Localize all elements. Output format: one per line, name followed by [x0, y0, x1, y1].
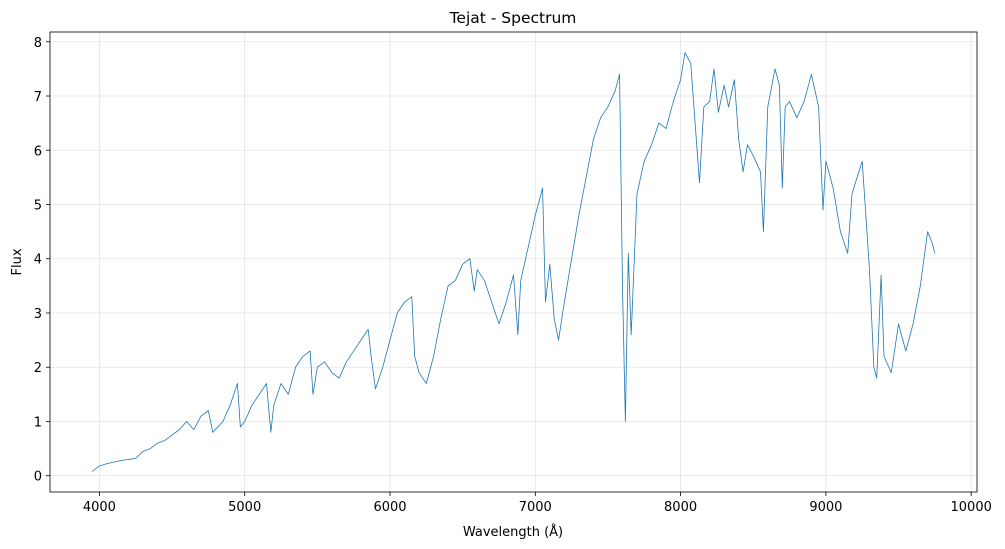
y-tick-label: 0 [34, 470, 42, 485]
x-axis-label: Wavelength (Å) [463, 524, 563, 540]
chart-title: Tejat - Spectrum [449, 9, 577, 27]
y-axis-label: Flux [10, 248, 25, 275]
x-tick-label: 6000 [373, 500, 406, 515]
x-tick-label: 4000 [83, 500, 116, 515]
x-tick-label: 7000 [519, 500, 552, 515]
x-tick-label: 8000 [664, 500, 697, 515]
y-tick-label: 3 [34, 307, 42, 322]
y-tick-label: 4 [34, 253, 42, 268]
x-tick-label: 5000 [228, 500, 261, 515]
x-tick-label: 10000 [951, 500, 992, 515]
plot-frame [49, 31, 978, 493]
y-tick-label: 7 [34, 90, 42, 105]
y-tick-label: 1 [34, 415, 42, 430]
y-tick-label: 6 [34, 144, 42, 159]
spectrum-line [91, 52, 936, 472]
y-tick-label: 5 [34, 199, 42, 214]
y-tick-label: 2 [34, 361, 42, 376]
x-tick-label: 9000 [809, 500, 842, 515]
y-tick-label: 8 [34, 36, 42, 51]
